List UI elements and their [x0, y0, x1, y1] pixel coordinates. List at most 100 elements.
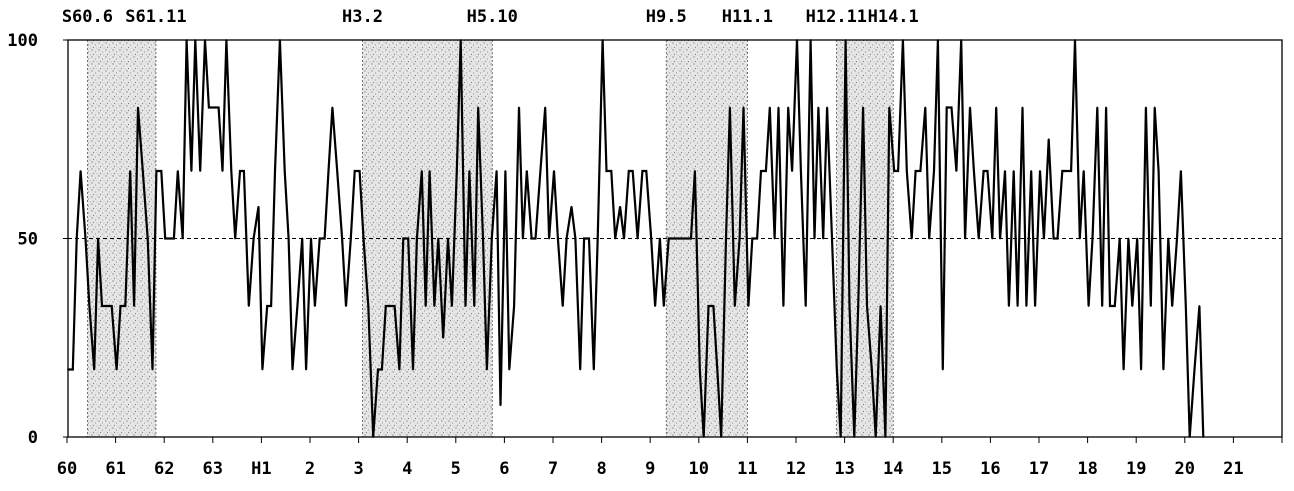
data-point — [349, 237, 352, 240]
data-point — [362, 237, 365, 240]
turning-point-label: H11.1 — [722, 7, 773, 27]
data-point — [1070, 170, 1072, 172]
data-point — [561, 305, 564, 307]
data-point — [972, 170, 975, 172]
data-point — [698, 368, 701, 371]
data-point — [928, 237, 931, 240]
data-point — [84, 237, 87, 240]
data-point — [97, 237, 100, 240]
data-point — [614, 237, 617, 240]
data-point — [287, 237, 290, 240]
x-tick-label: 61 — [105, 459, 125, 479]
data-point — [945, 106, 948, 109]
data-point — [809, 39, 812, 41]
data-point — [110, 305, 113, 307]
data-point — [296, 305, 299, 307]
data-point — [702, 436, 705, 438]
data-point — [751, 237, 754, 240]
data-point — [1193, 368, 1196, 371]
y-tick-label: 0 — [28, 428, 38, 448]
data-point — [1091, 237, 1094, 240]
turning-point-label: S60.6 — [62, 7, 113, 27]
data-point — [716, 368, 719, 371]
data-point — [428, 170, 431, 172]
data-point — [402, 237, 405, 240]
data-point — [420, 170, 423, 172]
data-point — [115, 368, 118, 371]
x-tick-label: 7 — [548, 459, 558, 479]
data-point — [424, 305, 427, 307]
data-point — [919, 170, 922, 172]
data-point — [129, 170, 132, 172]
data-point — [1157, 170, 1160, 172]
data-point — [941, 368, 944, 371]
data-point — [924, 106, 927, 109]
data-point — [75, 237, 78, 240]
x-tick-label: 11 — [737, 459, 757, 479]
x-tick-label: 4 — [402, 459, 412, 479]
data-point — [1025, 305, 1028, 307]
data-point — [596, 237, 599, 240]
data-point — [437, 237, 440, 240]
data-point — [301, 237, 304, 240]
data-point — [266, 305, 269, 307]
data-point — [999, 237, 1002, 240]
x-tick-label: 6 — [499, 459, 509, 479]
data-point — [910, 237, 913, 240]
data-point — [327, 170, 330, 172]
data-point — [733, 305, 736, 307]
x-tick-label: 2 — [305, 459, 315, 479]
data-point — [839, 436, 842, 438]
data-point — [185, 39, 188, 41]
data-point — [468, 170, 471, 172]
data-point — [570, 205, 573, 208]
x-tick-label: 5 — [451, 459, 461, 479]
data-point — [982, 170, 985, 172]
x-tick-label: 63 — [203, 459, 223, 479]
data-point — [659, 237, 661, 240]
y-tick-label: 50 — [18, 230, 38, 250]
data-point — [239, 170, 241, 172]
data-point — [407, 237, 410, 240]
turning-point-label: H3.2 — [342, 7, 383, 27]
data-point — [261, 368, 264, 371]
data-point — [914, 170, 917, 172]
data-point — [508, 368, 511, 371]
data-point — [831, 237, 833, 240]
data-point — [243, 170, 245, 172]
data-point — [977, 237, 980, 240]
data-point — [822, 237, 825, 240]
data-point — [504, 170, 507, 172]
turning-point-label: H9.5 — [646, 7, 687, 27]
data-point — [1087, 305, 1090, 307]
data-point — [208, 106, 210, 109]
data-point — [194, 39, 197, 41]
labels: S60.6 S61.11 H3.2 H5.10 H9.5 H11.1 H12.11 H14.1 — [62, 7, 919, 27]
data-point — [888, 106, 891, 109]
x-tick-label: 19 — [1126, 459, 1146, 479]
data-point — [499, 404, 502, 407]
data-point — [412, 368, 414, 371]
data-point — [217, 106, 220, 109]
data-point — [530, 237, 533, 240]
data-point — [729, 106, 731, 109]
data-point — [230, 170, 233, 172]
data-point — [712, 305, 715, 307]
data-point — [588, 237, 590, 240]
data-point — [353, 170, 356, 172]
data-point — [1162, 368, 1165, 371]
data-point — [1082, 170, 1085, 172]
data-point — [176, 170, 179, 172]
data-point — [367, 305, 370, 307]
data-point — [1007, 305, 1010, 307]
data-point — [473, 305, 476, 307]
data-point — [160, 170, 163, 172]
data-point — [539, 170, 542, 172]
x-tick-label: 16 — [980, 459, 1000, 479]
data-point — [146, 237, 149, 240]
data-point — [685, 237, 688, 240]
data-point — [574, 237, 577, 240]
data-point — [1042, 237, 1045, 240]
data-point — [212, 106, 215, 109]
